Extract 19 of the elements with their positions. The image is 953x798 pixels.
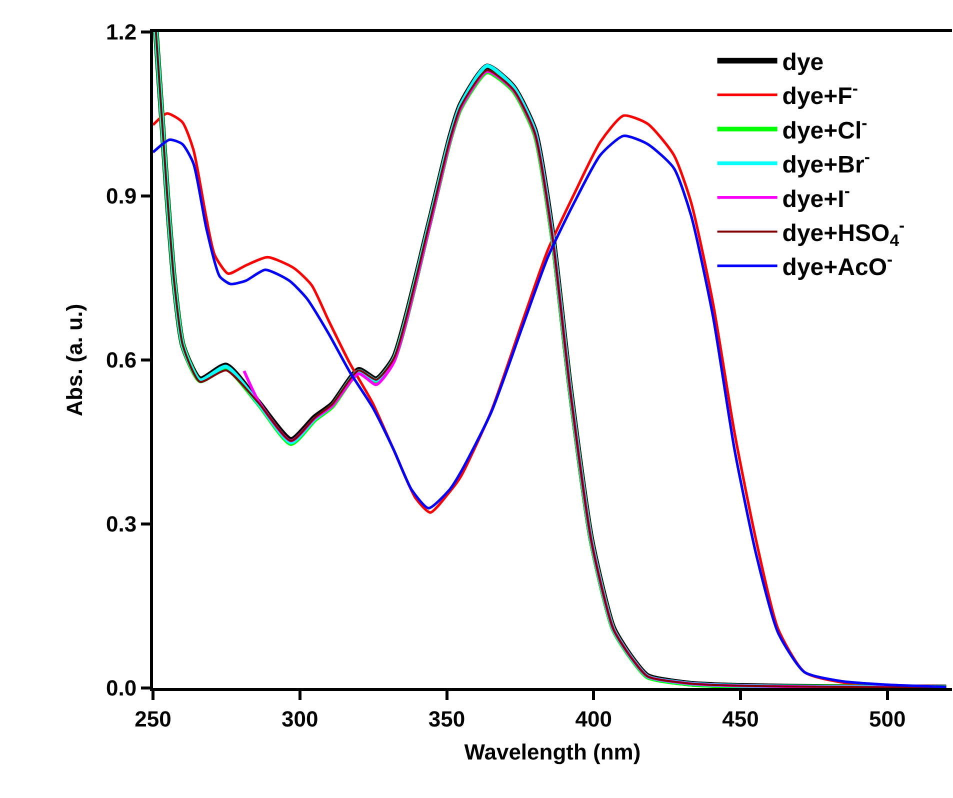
legend-label: dye+Br$^{-}$ (782, 148, 870, 179)
x-tick-label: 400 (575, 706, 612, 732)
legend-label: dye (782, 49, 824, 76)
x-tick-label: 500 (869, 706, 906, 732)
legend-label: dye+Cl$^{-}$ (782, 113, 868, 144)
legend-label: dye+I$^{-}$ (782, 182, 850, 213)
x-axis-title: Wavelength (nm) (464, 739, 641, 764)
x-tick-label: 350 (428, 706, 466, 732)
y-axis-title: Abs. (a. u.) (62, 304, 87, 416)
x-tick-label: 250 (134, 706, 172, 732)
x-tick-label: 300 (282, 706, 318, 732)
y-tick-label: 0.9 (106, 184, 137, 209)
legend-label: dye+AcO$^{-}$ (782, 250, 893, 282)
legend-label: dye+F$^{-}$ (782, 79, 858, 110)
y-tick-label: 0.6 (106, 348, 137, 373)
y-tick-label: 1.2 (106, 20, 137, 45)
y-tick-label: 0.0 (106, 676, 137, 701)
y-tick-label: 0.3 (106, 512, 137, 537)
x-tick-label: 450 (722, 706, 759, 732)
